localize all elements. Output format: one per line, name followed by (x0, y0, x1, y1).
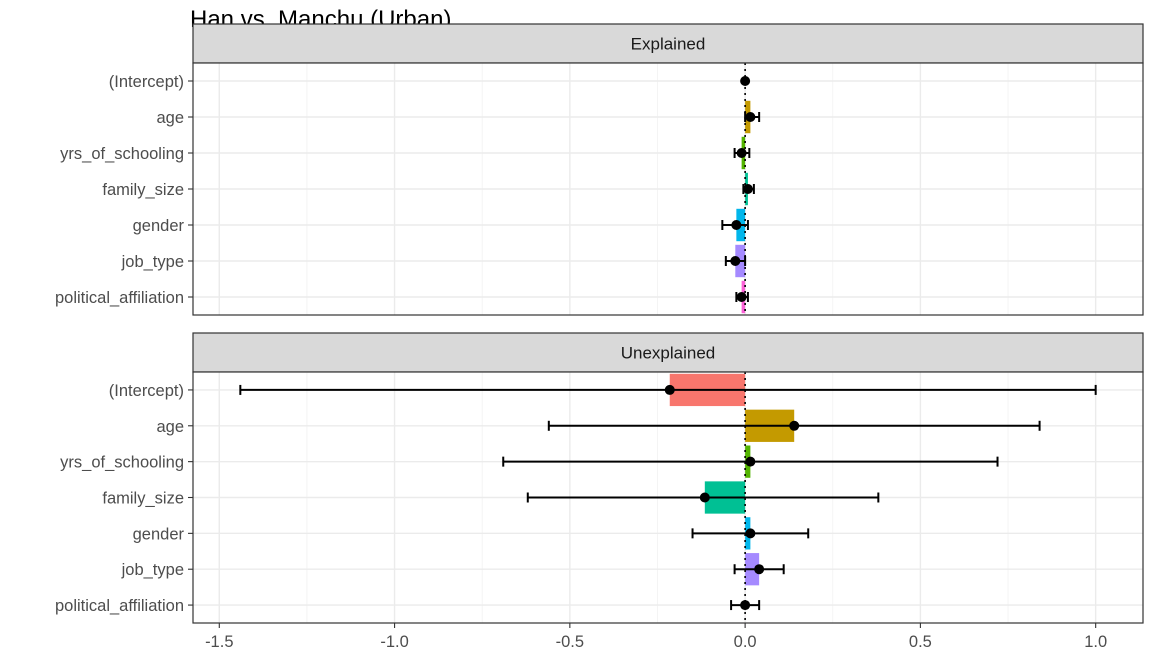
y-tick-label: political_affiliation (55, 597, 184, 615)
point-political_affiliation (740, 600, 751, 611)
point-family_size (742, 184, 753, 194)
x-tick-label: -1.0 (380, 633, 408, 651)
y-tick-label: gender (133, 217, 185, 235)
x-tick-label: -0.5 (556, 633, 584, 651)
y-tick-label: (Intercept) (109, 73, 184, 91)
y-tick-label: political_affiliation (55, 289, 184, 307)
point-(Intercept) (664, 384, 675, 395)
point-yrs_of_schooling (745, 456, 756, 467)
point-family_size (699, 492, 710, 503)
y-tick-label: job_type (121, 253, 184, 271)
panel-border (192, 62, 1144, 316)
y-tick-label: (Intercept) (109, 382, 184, 400)
y-tick-label: yrs_of_schooling (60, 454, 184, 472)
plot-area: Explained(Intercept)ageyrs_of_schoolingf… (55, 23, 1144, 651)
point-yrs_of_schooling (736, 148, 747, 158)
y-tick-label: job_type (121, 561, 184, 579)
point-age (745, 112, 756, 122)
x-tick-label: 1.0 (1084, 633, 1107, 651)
y-tick-label: family_size (102, 181, 184, 199)
point-(Intercept) (740, 76, 751, 86)
x-tick-label: -1.5 (205, 633, 233, 651)
x-tick-label: 0.0 (734, 633, 757, 651)
y-tick-label: age (156, 109, 184, 127)
facet-label: Unexplained (621, 344, 716, 363)
y-tick-label: gender (133, 525, 185, 543)
facet-strip-explained (192, 23, 1144, 64)
y-tick-label: yrs_of_schooling (60, 145, 184, 163)
x-tick-label: 0.5 (909, 633, 932, 651)
point-job_type (730, 256, 741, 266)
point-job_type (754, 564, 765, 575)
y-tick-label: age (156, 418, 184, 436)
panel-border (192, 371, 1144, 624)
y-tick-label: family_size (102, 490, 184, 508)
point-political_affiliation (736, 292, 747, 302)
point-gender (731, 220, 742, 230)
facet-label: Explained (631, 35, 706, 54)
point-gender (745, 528, 756, 539)
point-age (789, 420, 800, 431)
facet-strip-unexplained (192, 332, 1144, 373)
